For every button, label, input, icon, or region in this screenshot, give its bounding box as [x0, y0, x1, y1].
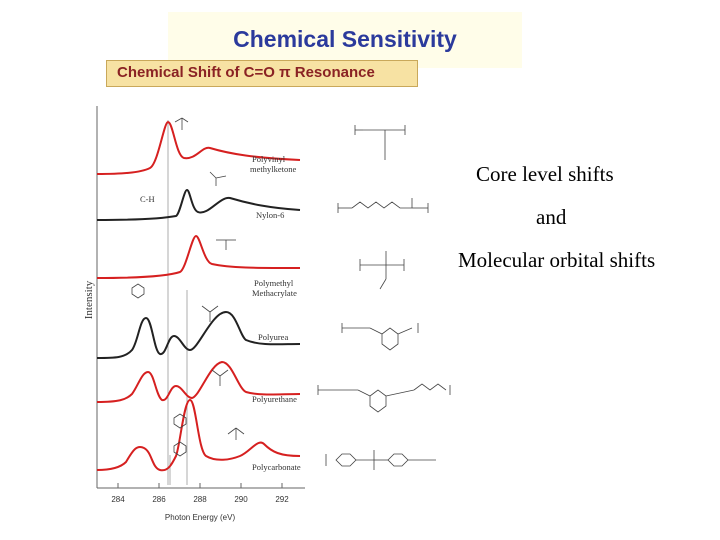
spectrum-polycarbonate: [96, 398, 301, 472]
spectrum-polyurethane: [96, 360, 301, 403]
x-tick-label-286: 286: [152, 495, 166, 504]
spectrum-label: Polycarbonate: [252, 462, 301, 472]
molecule-fragment-icon: [211, 369, 229, 386]
spectrum-label: Nylon-6: [256, 210, 284, 220]
molecule-fragment-icon: [201, 305, 219, 322]
benzene-ring-icon: [173, 413, 187, 429]
spectrum-polyvinyl-methylketone: [96, 120, 301, 175]
molecule-fragment-icon: [227, 427, 245, 440]
spectrum-label: Methacrylate: [252, 288, 297, 298]
x-tick-label-284: 284: [111, 495, 125, 504]
x-tick-label-288: 288: [193, 495, 207, 504]
x-tick-label-292: 292: [275, 495, 289, 504]
structure-polyurethane-icon: [317, 383, 451, 413]
molecule-fragment-icon: [174, 117, 189, 130]
spectrum-polyurea: [96, 310, 301, 359]
structure-nylon-6-icon: [337, 198, 429, 213]
structure-polyurea-icon: [341, 323, 419, 351]
x-axis-label: Photon Energy (eV): [165, 513, 236, 522]
subtitle-bar: Chemical Shift of C=O π Resonance: [106, 60, 418, 87]
spectrum-polymethyl-methacrylate: [96, 234, 301, 279]
molecule-fragment-icon: [209, 171, 227, 186]
structure-polyvinyl-methylketone-icon: [354, 125, 406, 160]
title-box: Chemical Sensitivity: [168, 12, 522, 68]
spectrum-label: Polymethyl: [254, 278, 294, 288]
structure-polycarbonate-icon: [325, 450, 436, 470]
slide-subtitle: Chemical Shift of C=O π Resonance: [117, 64, 375, 81]
y-axis-label: Intensity: [83, 280, 95, 319]
note-molecular-orbital-shifts: Molecular orbital shifts: [458, 248, 656, 272]
benzene-ring-icon: [173, 441, 187, 457]
note-and: and: [536, 205, 567, 229]
spectrum-label: Polyurea: [258, 332, 288, 342]
structure-pmma-icon: [359, 251, 405, 290]
slide-title: Chemical Sensitivity: [233, 26, 457, 52]
bond-label: C-H: [140, 194, 155, 204]
nexafs-figure: 284 286 288 290 292 Photon Energy (eV) I…: [83, 106, 451, 522]
spectrum-nylon-6: [96, 188, 301, 221]
x-tick-label-290: 290: [234, 495, 248, 504]
molecule-fragment-icon: [216, 239, 236, 250]
spectrum-label: Polyvinyl: [252, 154, 286, 164]
spectrum-label: Polyurethane: [252, 394, 297, 404]
note-core-level-shifts: Core level shifts: [476, 162, 614, 186]
spectrum-label: methylketone: [250, 164, 296, 174]
benzene-ring-icon: [131, 283, 145, 299]
